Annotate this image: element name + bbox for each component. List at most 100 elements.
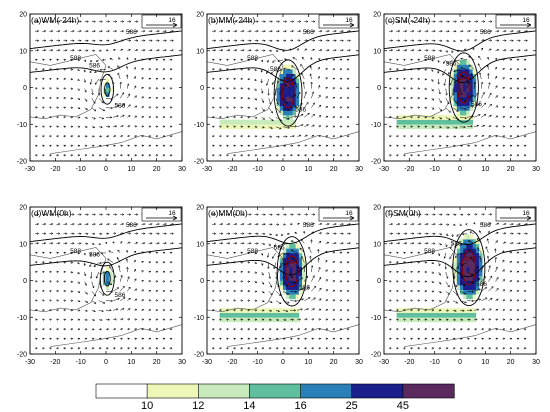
shade-cell <box>422 124 426 130</box>
x-tick-label: 30 <box>355 359 363 366</box>
shade-cell <box>295 312 300 318</box>
wind-vector-head <box>49 96 52 100</box>
wind-vector-head <box>511 39 514 42</box>
wind-vector-head <box>426 39 429 42</box>
wind-vector <box>297 103 303 108</box>
shade-cell <box>463 294 467 300</box>
wind-vector-head <box>93 101 96 104</box>
wind-vector <box>279 88 284 95</box>
wind-vector-head <box>301 124 304 127</box>
y-tick-label: -10 <box>194 315 204 322</box>
shade-cell <box>276 124 281 130</box>
wind-vector-head <box>390 20 393 23</box>
wind-vector-head <box>293 94 297 97</box>
wind-vector <box>481 113 487 118</box>
wind-vector-head <box>278 110 281 113</box>
wind-vector-head <box>212 96 215 100</box>
wind-vector-head <box>155 115 159 119</box>
wind-vector-head <box>85 99 88 102</box>
wind-vector-head <box>474 144 477 147</box>
wind-vector-head <box>171 39 174 42</box>
wind-vector-head <box>453 59 456 63</box>
wind-vector <box>437 69 439 74</box>
wind-vector-head <box>347 68 350 71</box>
wind-vector <box>127 83 129 89</box>
shade-cell <box>283 124 287 130</box>
shade-cell <box>106 92 110 97</box>
shade-cell <box>286 119 290 125</box>
contour-label: 584 <box>458 75 469 82</box>
wind-vector-head <box>163 68 166 71</box>
wind-vector-head <box>226 106 229 109</box>
wind-vector <box>481 102 487 108</box>
shade-cell <box>292 124 296 130</box>
wind-vector-head <box>72 49 75 52</box>
wind-vector-head <box>90 60 93 63</box>
shade-cell <box>286 110 290 116</box>
wind-vector-head <box>471 115 474 118</box>
shade-cell <box>289 312 293 318</box>
shade-cell <box>425 312 429 318</box>
wind-vector-head <box>439 49 442 52</box>
wind-vector-head <box>256 49 259 52</box>
wind-vector-head <box>213 39 216 42</box>
wind-vector <box>275 117 282 121</box>
wind-vector-head <box>410 96 413 100</box>
wind-vector-head <box>433 49 436 52</box>
wind-vector-head <box>148 77 151 80</box>
shade-cell <box>475 252 480 258</box>
wind-vector-head <box>482 92 485 95</box>
contour-label: 588 <box>70 55 81 62</box>
wind-vector-head <box>170 154 173 157</box>
contour-line <box>29 54 183 73</box>
shade-cell <box>463 101 467 107</box>
x-tick-label: -10 <box>430 166 440 173</box>
shade-cell <box>460 78 464 84</box>
shade-cell <box>222 119 227 125</box>
wind-vector-head <box>42 270 45 274</box>
wind-vector-head <box>347 115 350 119</box>
wind-vector-head <box>108 125 111 128</box>
wind-vector-head <box>403 125 406 128</box>
coastline <box>50 131 183 154</box>
wind-vector-head <box>163 58 166 61</box>
shade-cell <box>235 317 239 323</box>
wind-vector-head <box>247 106 251 109</box>
wind-vector-head <box>141 77 144 80</box>
wind-vector <box>447 69 454 75</box>
wind-vector <box>495 49 499 51</box>
wind-vector <box>126 66 128 70</box>
shade-cell <box>441 119 445 125</box>
shade-cell <box>286 115 290 120</box>
shade-cell <box>292 110 296 116</box>
wind-vector-head <box>447 126 450 129</box>
wind-vector-head <box>389 125 392 128</box>
shade-cell <box>399 115 404 120</box>
wind-vector-head <box>120 154 123 157</box>
wind-vector-head <box>279 127 282 130</box>
wind-vector-head <box>125 66 129 69</box>
wind-vector-head <box>318 135 321 138</box>
wind-vector-head <box>482 39 485 42</box>
wind-vector-head <box>481 134 485 138</box>
wind-vector-head <box>313 20 316 23</box>
wind-vector-head <box>49 280 52 283</box>
x-tick-label: 10 <box>304 359 312 366</box>
wind-vector-head <box>116 93 119 96</box>
contour-line <box>448 52 479 123</box>
contour-label: 586 <box>480 29 491 36</box>
wind-vector-head <box>134 154 137 157</box>
wind-vector-head <box>276 102 279 105</box>
wind-vector <box>282 126 290 129</box>
shade-cell <box>447 124 451 130</box>
shade-cell <box>260 124 265 130</box>
shade-cell <box>456 59 461 65</box>
wind-vector-head <box>50 49 54 52</box>
wind-vector-head <box>304 91 307 94</box>
wind-vector-head <box>77 68 80 71</box>
wind-vector-head <box>106 135 110 138</box>
wind-vector <box>84 98 88 102</box>
wind-vector-head <box>404 49 408 52</box>
shade-cell <box>460 110 464 116</box>
wind-vector-head <box>100 39 103 42</box>
